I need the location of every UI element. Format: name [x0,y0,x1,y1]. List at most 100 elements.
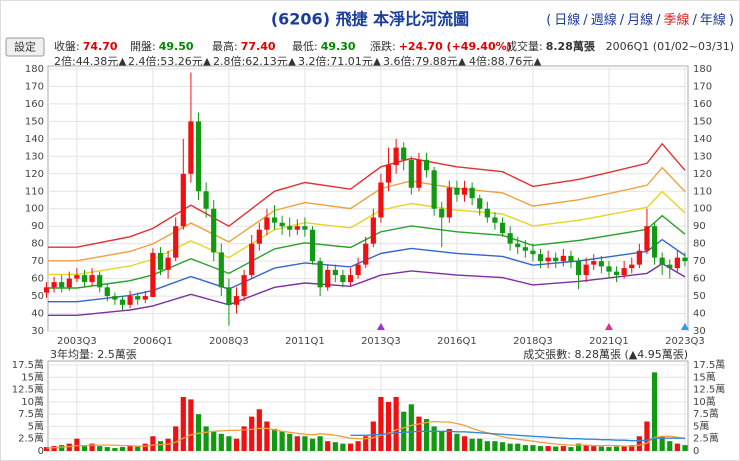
candle-body [363,243,369,265]
volume-bar [309,438,316,451]
candle-body [682,257,688,262]
y-tick-label-right: 160 [693,99,712,110]
info-label: 最高: [212,39,238,53]
candle-body [385,165,392,183]
candle-body [439,208,445,218]
period-info: 2006Q1 (01/02~03/31) [606,40,734,53]
volume-bar [568,447,574,451]
y-tick-label-right: 110 [693,186,712,197]
candle-body [309,229,316,262]
candle-body [112,296,118,300]
candle-body [583,264,589,276]
candle-body [659,257,665,265]
volume-bar [317,436,323,451]
candle-body [302,226,308,230]
volume-bar [97,446,103,451]
legend-entry: 3.6倍:79.88元▲ [383,54,467,68]
candle-body [461,187,468,195]
volume-bar [431,426,437,451]
y-tick-label-right: 100 [693,204,712,215]
x-tick-label: 2013Q3 [361,336,401,347]
legend-entry: 4倍:88.76元▲ [469,54,542,68]
volume-bar [583,445,589,451]
candle-body [287,226,293,230]
info-label: 漲跌: [370,39,396,53]
volume-bar [173,426,179,451]
candle-body [537,254,544,262]
volume-bar [515,443,521,451]
y-tick-label: 150 [25,116,44,127]
candle-body [492,217,498,223]
settings-label[interactable]: 設定 [14,40,36,54]
volume-bar [66,443,72,451]
candle-body [499,222,506,234]
period-link[interactable]: 日線 [554,12,580,28]
candle-body [477,198,483,209]
volume-bar [271,428,278,451]
volume-bar [636,436,642,451]
info-item: 收盤: 74.70 [54,39,118,53]
volume-bar [545,446,551,451]
y-tick-label: 60 [31,274,44,285]
volume-tick-label: 2.5萬 [18,432,44,445]
candle-body [560,255,566,262]
y-tick-label: 30 [31,326,44,337]
candle-body [233,296,240,305]
candle-body [157,252,164,270]
candle-body [81,275,88,283]
volume-tick-label-right: 5萬 [693,419,709,432]
volume-bar [51,446,57,451]
volume-bar [43,447,50,451]
volume-bar [408,404,414,451]
marker [604,323,613,330]
candle-body [408,159,414,188]
volume-bar [393,396,399,451]
volume-bar [59,445,65,451]
candle-body [416,159,422,188]
volume-tick-label: 10萬 [21,395,44,408]
candle-body [667,264,673,269]
volume-bar [385,401,392,451]
x-tick-label: 2003Q3 [57,336,97,347]
y-tick-label: 90 [31,221,44,232]
period-link[interactable]: 季線 [664,12,690,28]
volume-legend: 3年均量: 2.5萬張 [50,347,137,361]
candle-body [347,275,354,283]
x-tick-label: 2008Q3 [209,336,249,347]
volume-bar [203,426,209,451]
marker [680,323,689,330]
settings-button[interactable] [5,37,45,57]
volume-bar [477,438,483,451]
volume-bar [674,443,680,451]
volume-bar [560,446,566,451]
volume-bar [598,446,604,451]
volume-bar [74,438,80,451]
volume-bar [180,396,186,451]
x-tick-label: 2016Q1 [437,336,477,347]
period-link[interactable]: 月線 [627,12,653,28]
candle-body [644,226,650,251]
volume-bar [142,443,148,451]
volume-bar [294,436,300,451]
volume-bar [211,431,217,451]
info-value: 49.50 [159,40,194,53]
volume-bar [469,438,475,451]
volume-bar [218,433,224,451]
candle-body [104,287,110,297]
x-tick-label: 2021Q1 [589,336,629,347]
volume-bar [340,443,346,451]
info-value: 8.28萬張 [546,39,596,53]
period-link[interactable]: 年線 [700,12,726,28]
candle-body [249,243,255,276]
y-tick-label-right: 170 [693,81,712,92]
volume-tick-label-right: 17.5萬 [693,358,725,371]
period-link[interactable]: 週線 [591,12,617,28]
volume-bar [378,396,384,451]
candle-body [218,252,224,288]
candle-body [393,147,399,166]
info-value: 49.30 [321,40,356,53]
volume-bar [81,446,88,451]
volume-tick-label-right: 2.5萬 [693,432,719,445]
